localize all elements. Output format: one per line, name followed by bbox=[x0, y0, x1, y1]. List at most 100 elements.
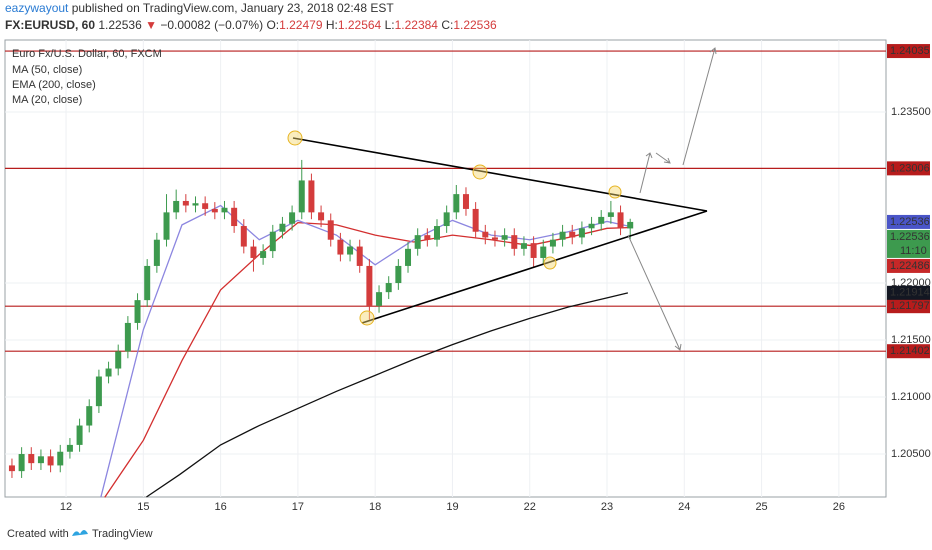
x-tick-label: 18 bbox=[369, 501, 381, 513]
candle-body bbox=[95, 376, 102, 407]
candle-body bbox=[530, 243, 537, 258]
level-tag bbox=[887, 161, 930, 176]
candle-body bbox=[453, 194, 460, 213]
candle-body bbox=[28, 454, 35, 464]
x-tick-label: 12 bbox=[60, 501, 72, 513]
candle-body bbox=[144, 265, 151, 301]
x-tick-label: 15 bbox=[137, 501, 149, 513]
pivot bbox=[359, 310, 375, 326]
plot bbox=[5, 40, 886, 498]
candle-body bbox=[607, 212, 614, 217]
candle-body bbox=[433, 226, 440, 240]
candle-body bbox=[414, 235, 421, 249]
l-label: L: bbox=[385, 18, 395, 32]
candle-body bbox=[617, 212, 624, 229]
symbol-line: FX:EURUSD, 60 1.22536 ▼ −0.00082 (−0.07%… bbox=[5, 18, 497, 32]
arrows bbox=[627, 47, 717, 351]
legend-entry: MA (50, close) bbox=[12, 64, 82, 76]
candle-body bbox=[472, 208, 479, 232]
level-label: 1.24035 bbox=[890, 45, 930, 57]
price-tag-label: 1.22486 bbox=[890, 260, 930, 272]
ma-line bbox=[100, 204, 629, 498]
candle-body bbox=[337, 239, 344, 255]
c-label: C: bbox=[441, 18, 453, 32]
candle-body bbox=[231, 207, 238, 227]
symbol: FX:EURUSD, 60 bbox=[5, 18, 95, 32]
candle-body bbox=[462, 194, 469, 209]
y-tick-label: 1.21500 bbox=[891, 334, 931, 346]
candle-body bbox=[376, 292, 383, 306]
x-tick-label: 24 bbox=[678, 501, 690, 513]
arrow bbox=[655, 152, 671, 164]
author: eazywayout bbox=[5, 1, 69, 15]
candle-body bbox=[308, 180, 315, 213]
candle-body bbox=[115, 351, 122, 369]
candle-body bbox=[202, 203, 209, 209]
candle-body bbox=[240, 226, 247, 247]
x-tick-label: 26 bbox=[833, 501, 845, 513]
level-label: 1.21797 bbox=[890, 300, 930, 312]
level-label: 1.21402 bbox=[890, 345, 930, 357]
candle-body bbox=[298, 180, 305, 213]
candle-body bbox=[163, 212, 170, 240]
pivot bbox=[608, 185, 622, 199]
pivot bbox=[543, 256, 557, 270]
candle-body bbox=[482, 231, 489, 238]
price-tag bbox=[887, 285, 930, 300]
legend-entry: MA (20, close) bbox=[12, 94, 82, 106]
level-label: 1.23006 bbox=[890, 162, 930, 174]
candle-body bbox=[37, 456, 44, 464]
candle-body bbox=[182, 200, 189, 206]
change: −0.00082 (−0.07%) bbox=[160, 18, 263, 32]
candle-body bbox=[8, 465, 15, 472]
o-label: O: bbox=[266, 18, 279, 32]
published: published on TradingView.com, January 23… bbox=[68, 1, 394, 15]
x-tick-label: 25 bbox=[755, 501, 767, 513]
level-tag bbox=[887, 44, 930, 59]
candle-body bbox=[260, 251, 267, 258]
candle-body bbox=[366, 265, 373, 306]
candle-body bbox=[221, 207, 228, 213]
price-tag bbox=[887, 258, 930, 273]
candle-body bbox=[76, 425, 83, 445]
arrow bbox=[627, 234, 682, 351]
brand-icon bbox=[72, 530, 88, 536]
price-tag-label: 1.21914 bbox=[890, 287, 930, 299]
candle-body bbox=[405, 248, 412, 266]
candle-body bbox=[356, 246, 363, 266]
candle-body bbox=[211, 208, 218, 213]
candle-body bbox=[134, 300, 141, 323]
triangle-lower bbox=[361, 210, 708, 324]
drawings bbox=[287, 47, 717, 351]
candle-body bbox=[520, 243, 527, 249]
price-tag-label: 1.22536 bbox=[890, 231, 930, 243]
pivot bbox=[287, 130, 303, 146]
o: 1.22479 bbox=[279, 18, 323, 32]
x-tick-label: 22 bbox=[524, 501, 536, 513]
y-tick-label: 1.23500 bbox=[891, 106, 931, 118]
candle-body bbox=[153, 239, 160, 266]
level-tag bbox=[887, 344, 930, 359]
candle-body bbox=[57, 451, 64, 466]
footer-created: Created with bbox=[7, 528, 69, 540]
arrow bbox=[682, 47, 717, 166]
candle-body bbox=[347, 246, 354, 255]
candle-body bbox=[289, 212, 296, 224]
triangle-upper bbox=[292, 137, 708, 212]
x-tick-label: 17 bbox=[292, 501, 304, 513]
plot-frame bbox=[4, 39, 887, 498]
level-tag bbox=[887, 299, 930, 314]
candle-body bbox=[192, 203, 199, 206]
price-axis: 1.205001.210001.215001.220001.235001.240… bbox=[887, 44, 931, 460]
candle-body bbox=[559, 231, 566, 240]
candle-body bbox=[173, 200, 180, 213]
h-label: H: bbox=[326, 18, 338, 32]
y-tick-label: 1.20500 bbox=[891, 448, 931, 460]
candle-body bbox=[318, 212, 325, 221]
price-tag bbox=[887, 214, 930, 229]
candle-body bbox=[588, 223, 595, 229]
candle-body bbox=[47, 456, 54, 466]
pivots bbox=[287, 130, 622, 326]
candle-body bbox=[327, 220, 334, 240]
